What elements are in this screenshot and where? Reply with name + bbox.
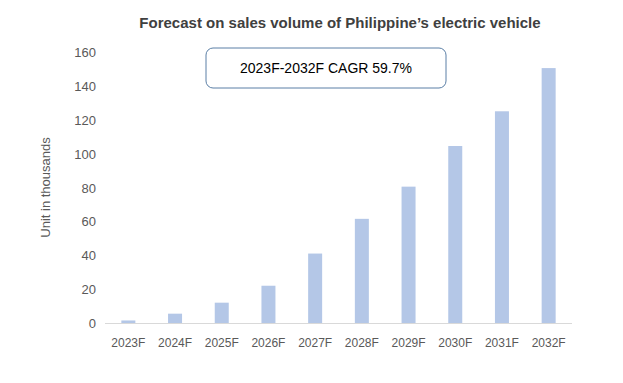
bar [215, 303, 229, 323]
x-tick-label: 2027F [298, 336, 332, 350]
x-tick-label: 2029F [392, 336, 426, 350]
y-tick-label: 120 [74, 113, 96, 128]
bar [355, 219, 369, 323]
y-tick-label: 20 [82, 282, 96, 297]
bars [121, 68, 555, 323]
x-tick-label: 2026F [251, 336, 285, 350]
y-tick-label: 160 [74, 45, 96, 60]
chart: Forecast on sales volume of Philippine’s… [0, 0, 623, 383]
y-tick-label: 40 [82, 248, 96, 263]
y-tick-label: 0 [89, 316, 96, 331]
annotation: 2023F-2032F CAGR 59.7% [240, 60, 412, 76]
x-axis-line [105, 323, 572, 324]
x-tick-label: 2032F [532, 336, 566, 350]
bar [261, 286, 275, 323]
bar [121, 320, 135, 323]
x-tick-label: 2025F [205, 336, 239, 350]
x-tick-label: 2024F [158, 336, 192, 350]
y-tick-label: 140 [74, 79, 96, 94]
bar [168, 314, 182, 323]
annotation-box [206, 48, 446, 88]
y-tick-label: 100 [74, 147, 96, 162]
bar [448, 146, 462, 323]
y-tick-label: 60 [82, 214, 96, 229]
title: Forecast on sales volume of Philippine’s… [139, 14, 540, 31]
bar [542, 68, 556, 323]
x-tick-label: 2031F [485, 336, 519, 350]
x-tick-label: 2030F [438, 336, 472, 350]
y-axis-label: Unit in thousands [38, 137, 53, 238]
x-tick-label: 2028F [345, 336, 379, 350]
x-tick-label: 2023F [111, 336, 145, 350]
bar [308, 254, 322, 323]
y-tick-label: 80 [82, 181, 96, 196]
bar [495, 111, 509, 323]
bar [402, 187, 416, 323]
